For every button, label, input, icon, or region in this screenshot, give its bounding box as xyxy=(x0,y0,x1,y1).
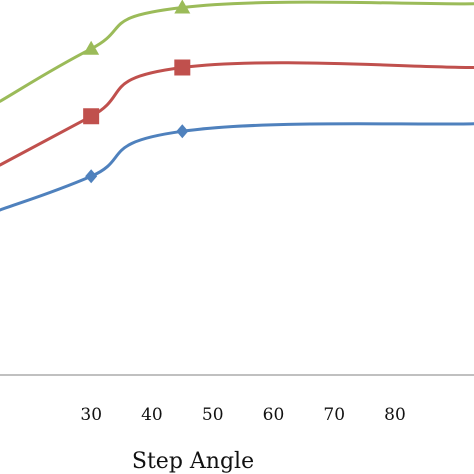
series-layer xyxy=(0,0,474,212)
x-tick-label: 30 xyxy=(80,405,102,425)
series-3-line xyxy=(0,122,474,212)
x-tick-label: 50 xyxy=(202,405,224,425)
x-tick-label: 60 xyxy=(263,405,285,425)
series-1-point-30 xyxy=(83,40,100,55)
x-tick-labels: 30 40 50 60 70 80 xyxy=(80,405,405,425)
x-tick-label: 40 xyxy=(141,405,163,425)
series-2 xyxy=(0,59,474,167)
series-3-point-45 xyxy=(176,124,189,139)
series-1-point-45 xyxy=(174,0,191,14)
x-tick-label: 80 xyxy=(384,405,406,425)
x-tick-label: 70 xyxy=(323,405,345,425)
series-3-point-30 xyxy=(85,169,98,184)
series-1-line xyxy=(0,0,474,103)
series-2-point-30 xyxy=(83,108,100,125)
series-2-line xyxy=(0,61,474,167)
series-1 xyxy=(0,0,474,103)
series-3 xyxy=(0,122,474,212)
x-axis-title: Step Angle xyxy=(132,449,254,474)
series-2-point-45 xyxy=(174,59,191,76)
